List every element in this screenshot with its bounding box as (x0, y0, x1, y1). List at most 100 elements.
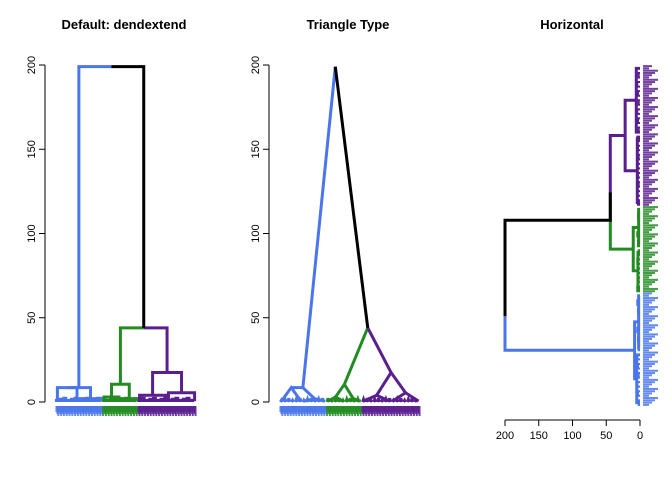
leaf-label-blue (643, 376, 649, 379)
leaf-label-purple (643, 74, 652, 77)
leaf-label-green (643, 219, 652, 222)
panel-title-horizontal: Horizontal (540, 17, 604, 32)
leaf-label-green (643, 272, 655, 275)
leaf-label-blue (643, 390, 655, 393)
leaf-label-purple (643, 201, 652, 204)
leaf-label-purple (643, 90, 655, 93)
leaf-label-green (643, 244, 655, 247)
leaf-label-green (643, 240, 649, 243)
leaf-branch-purple (189, 398, 195, 402)
root-branch-blue (77, 65, 112, 388)
leaf-label-blue (643, 401, 652, 404)
leaf-label-blue (643, 292, 652, 295)
leaf-branch-green (127, 398, 133, 402)
leaf-label-purple (643, 103, 649, 106)
merge-branch-purple (143, 326, 169, 373)
leaf-label-blue (643, 326, 655, 329)
leaf-label-purple (643, 128, 652, 131)
leaf-branch-purple (185, 396, 191, 402)
leaf-label-blue (643, 397, 658, 400)
leaf-branch-green (109, 397, 114, 402)
y-tick-label: 50 (26, 312, 38, 324)
y-axis-triangle: 0 50 100 150 200 (250, 56, 270, 405)
leaf-label-purple (418, 406, 421, 416)
y-tick-label: 100 (26, 224, 38, 242)
leaf-label-blue (643, 360, 658, 363)
leaf-label-green (643, 285, 649, 288)
leaf-label-green (643, 287, 658, 290)
leaf-branch-purple (372, 394, 378, 403)
leaf-branch-blue (286, 397, 292, 403)
leaf-label-purple (643, 140, 649, 143)
leaf-branch-purple (398, 397, 404, 403)
leaf-label-green (643, 208, 655, 211)
leaf-branch-purple (402, 397, 407, 403)
leaf-label-green (643, 210, 652, 213)
leaf-branch-purple (637, 71, 640, 79)
leaf-label-purple (643, 71, 655, 74)
leaf-label-green (643, 267, 649, 270)
leaf-label-purple (643, 144, 655, 147)
leaf-label-green (643, 242, 658, 245)
panel-triangle: Triangle Type 0 50 100 150 200 (250, 17, 421, 416)
cluster-branch-green (334, 381, 355, 400)
y-axis-default: 0 50 100 150 200 (26, 56, 46, 405)
leaf-label-blue (643, 349, 649, 352)
leaf-label-blue (643, 353, 655, 356)
leaf-label-purple (643, 167, 649, 170)
leaf-label-blue (643, 303, 649, 306)
subcluster-branch-purple (635, 137, 640, 205)
leaf-label-blue (643, 383, 652, 386)
leaf-label-blue (643, 394, 649, 397)
leaf-label-blue (643, 378, 658, 381)
leaf-label-green (643, 226, 655, 229)
leaf-label-purple (643, 194, 649, 197)
x-tick-label: 200 (496, 430, 514, 442)
subcluster-branch-blue (637, 294, 641, 350)
leaf-label-blue (643, 369, 658, 372)
leaf-branch-blue (636, 390, 640, 397)
leaf-branch-blue (312, 397, 318, 403)
y-tick-label: 200 (26, 56, 38, 74)
leaf-label-purple (643, 124, 658, 127)
leaf-branch-purple (636, 117, 640, 124)
panel-title-triangle: Triangle Type (307, 17, 390, 32)
leaf-branch-blue (637, 372, 640, 379)
leaf-branch-purple (405, 394, 411, 403)
leaf-label-blue (643, 340, 649, 343)
leaf-label-green (643, 258, 649, 261)
leaf-label-purple (643, 76, 649, 79)
leaf-label-purple (194, 406, 197, 416)
leaf-label-purple (643, 196, 658, 199)
leaf-label-green (643, 247, 652, 250)
leaf-label-blue (643, 387, 658, 390)
leaf-branch-blue (69, 397, 75, 402)
y-tick-label: 200 (250, 56, 262, 74)
leaf-branch-purple (637, 181, 640, 188)
leaf-label-purple (643, 106, 658, 109)
leaf-label-purple (643, 160, 658, 163)
subcluster-branch-green (637, 207, 641, 248)
panel-default: Default: dendextend 0 50 100 150 200 (26, 17, 197, 416)
leaf-branch-purple (637, 153, 640, 161)
leaf-label-purple (643, 121, 649, 124)
leaf-label-blue (643, 317, 655, 320)
subcluster-branch-green (345, 397, 362, 403)
root-branch-blue (503, 316, 635, 352)
leaf-label-purple (643, 203, 649, 206)
leaf-label-blue (643, 367, 649, 370)
leaf-label-purple (643, 137, 652, 140)
leaf-label-purple (643, 171, 655, 174)
leaf-label-purple (643, 174, 652, 177)
leaf-label-blue (643, 319, 652, 322)
leaf-label-purple (643, 158, 649, 161)
leaf-branch-purple (152, 396, 157, 402)
leaf-label-green (643, 260, 658, 263)
leaf-branch-blue (66, 398, 72, 402)
leaf-label-purple (643, 190, 655, 193)
leaf-label-blue (643, 294, 649, 297)
leaf-branch-purple (148, 397, 154, 402)
y-tick-label: 0 (26, 399, 38, 405)
leaf-label-green (643, 283, 652, 286)
leaf-label-purple (643, 69, 658, 72)
